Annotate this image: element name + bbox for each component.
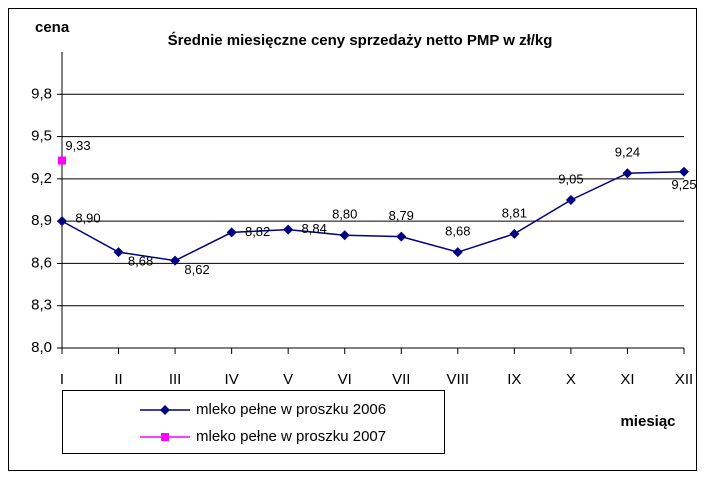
- x-tick-label: I: [60, 371, 64, 388]
- y-axis-label: cena: [35, 19, 70, 36]
- x-tick-label: IX: [507, 371, 521, 388]
- chart-border: [8, 8, 697, 471]
- y-tick-label: 8,6: [31, 254, 52, 271]
- data-label: 8,90: [75, 211, 100, 226]
- data-label: 9,05: [558, 171, 583, 186]
- x-tick-label: VIII: [447, 371, 470, 388]
- y-tick-label: 9,2: [31, 170, 52, 187]
- y-tick-label: 9,8: [31, 85, 52, 102]
- data-point: [58, 156, 66, 165]
- data-point: [622, 168, 633, 179]
- x-tick-label: II: [114, 371, 122, 388]
- data-label: 8,81: [502, 205, 527, 220]
- data-point: [113, 247, 124, 258]
- data-point: [679, 166, 689, 177]
- legend: [62, 390, 445, 454]
- x-tick-label: IV: [225, 371, 239, 388]
- x-tick-label: V: [283, 371, 293, 388]
- data-point: [226, 227, 237, 238]
- y-tick-label: 9,5: [31, 128, 52, 145]
- data-label: 8,80: [332, 207, 357, 222]
- x-tick-label: III: [169, 371, 182, 388]
- data-point: [57, 216, 67, 227]
- data-point: [565, 195, 576, 205]
- data-label: 9,24: [615, 145, 640, 160]
- legend-label: mleko pełne w proszku 2007: [196, 428, 386, 445]
- chart-title: Średnie miesięczne ceny sprzedaży netto …: [168, 31, 553, 49]
- x-tick-label: XII: [675, 371, 693, 388]
- data-label: 9,33: [65, 138, 90, 153]
- data-label: 8,62: [184, 262, 209, 277]
- y-tick-label: 8,3: [31, 297, 52, 314]
- data-point: [509, 228, 520, 239]
- data-point: [452, 247, 463, 258]
- data-point: [339, 230, 350, 241]
- x-tick-label: X: [566, 371, 576, 388]
- y-tick-label: 8,0: [31, 339, 52, 356]
- data-label: 8,79: [389, 208, 414, 223]
- data-point: [396, 231, 407, 242]
- legend-marker: [160, 405, 170, 415]
- x-tick-label: XI: [620, 371, 634, 388]
- series-line: [61, 171, 685, 262]
- x-axis-label: miesiąc: [620, 413, 675, 430]
- legend-marker: [161, 433, 169, 441]
- data-point: [283, 224, 294, 235]
- data-label: 8,68: [128, 254, 153, 269]
- x-tick-label: VII: [392, 371, 410, 388]
- legend-label: mleko pełne w proszku 2006: [196, 401, 386, 418]
- data-point: [170, 255, 181, 266]
- data-label: 8,84: [302, 221, 327, 236]
- y-tick-label: 8,9: [31, 212, 52, 229]
- data-label: 9,25: [671, 177, 696, 192]
- x-tick-label: VI: [338, 371, 352, 388]
- data-label: 8,68: [445, 224, 470, 239]
- data-label: 8,82: [245, 224, 270, 239]
